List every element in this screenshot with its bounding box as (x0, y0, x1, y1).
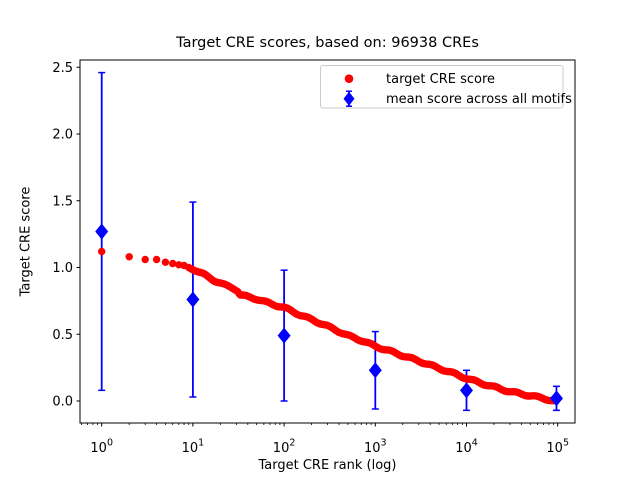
y-tick-label: 0.0 (52, 395, 73, 410)
y-tick-label: 2.5 (52, 61, 73, 76)
target-score-point (169, 259, 177, 268)
target-score-point (98, 247, 106, 256)
x-axis-label: Target CRE rank (log) (258, 458, 397, 473)
mean-score-diamond (549, 390, 563, 407)
x-tick-label: 105 (546, 438, 569, 457)
legend-label-target: target CRE score (386, 72, 495, 87)
mean-score-diamond (186, 291, 200, 308)
chart-title: Target CRE scores, based on: 96938 CREs (175, 35, 479, 51)
x-tick-label: 104 (455, 438, 478, 457)
y-tick-label: 1.5 (52, 194, 73, 209)
x-tick-label: 101 (182, 438, 205, 457)
y-axis-label: Target CRE score (19, 187, 34, 298)
legend-target-circle-icon (344, 74, 354, 83)
plot-area: 100 101 102 103 104 105 0.0 0.5 1.0 1.5 2.0 2.5 (52, 59, 576, 457)
target-score-point (141, 255, 149, 264)
mean-score-diamond (460, 382, 473, 399)
mean-score-diamond (368, 362, 382, 379)
target-score-point (161, 258, 170, 266)
legend: target CRE score mean score across all m… (320, 65, 572, 109)
y-tick-label: 0.5 (52, 328, 73, 343)
legend-box (320, 65, 564, 109)
legend-label-mean: mean score across all motifs (386, 92, 572, 107)
x-tick-label: 102 (273, 438, 296, 457)
legend-mean-diamond-icon (343, 90, 355, 107)
mean-score-diamond (277, 327, 291, 344)
mean-score-diamond (95, 223, 109, 240)
x-tick-label: 100 (90, 438, 113, 457)
axes-frame (79, 59, 576, 424)
y-tick-label: 2.0 (52, 128, 73, 143)
x-tick-label: 103 (364, 438, 387, 457)
target-score-point (125, 253, 133, 261)
y-tick-label: 1.0 (52, 261, 73, 276)
target-score-point (152, 255, 161, 264)
